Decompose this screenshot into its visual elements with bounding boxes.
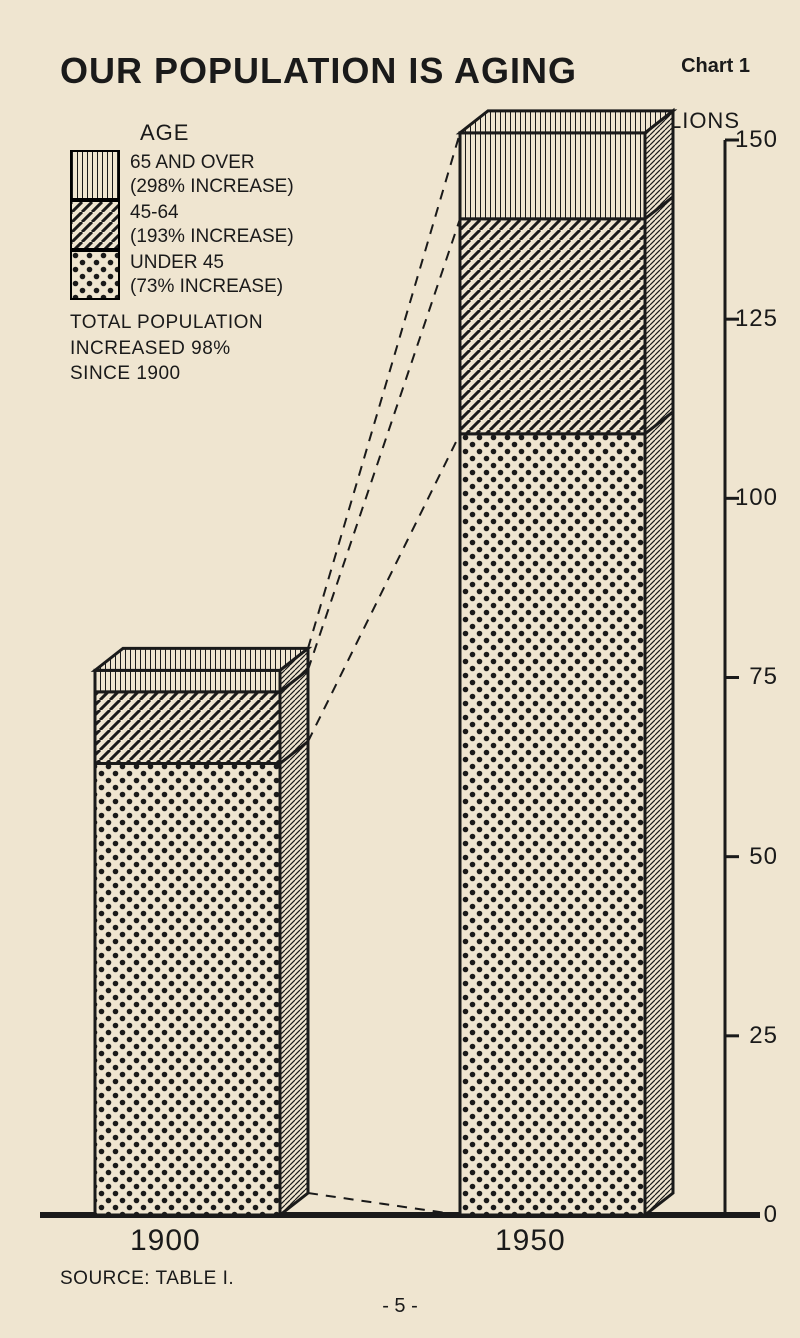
legend-label-45-64: 45-64 (193% INCREASE) [130, 201, 294, 249]
legend-label-under45: UNDER 45 (73% INCREASE) [130, 251, 283, 299]
x-axis-label-1900: 1900 [130, 1224, 201, 1258]
legend-title: AGE [140, 120, 370, 146]
x-axis-label-1950: 1950 [495, 1224, 566, 1258]
legend-swatch-under45 [70, 250, 120, 300]
total-population-note: TOTAL POPULATION INCREASED 98% SINCE 190… [70, 310, 263, 387]
legend-label-over65: 65 AND OVER (298% INCREASE) [130, 151, 294, 199]
y-tick-label: 50 [749, 843, 778, 871]
legend-item-under45: UNDER 45 (73% INCREASE) [70, 250, 370, 300]
legend-item-over65: 65 AND OVER (298% INCREASE) [70, 150, 370, 200]
legend-item-45-64: 45-64 (193% INCREASE) [70, 200, 370, 250]
chart-number-label: Chart 1 [681, 55, 750, 78]
page-number: - 5 - [382, 1295, 418, 1318]
legend-swatch-45-64 [70, 200, 120, 250]
y-tick-label: 0 [764, 1201, 778, 1229]
y-tick-label: 25 [749, 1022, 778, 1050]
page-title: OUR POPULATION IS AGING [60, 50, 577, 92]
y-axis-title: MILLIONS [629, 108, 740, 134]
page: OUR POPULATION IS AGING Chart 1 MILLIONS… [0, 0, 800, 1338]
legend-swatch-over65 [70, 150, 120, 200]
y-tick-label: 75 [749, 663, 778, 691]
legend: AGE 65 AND OVER (298% INCREASE) 45-64 (1… [70, 120, 370, 300]
source-label: SOURCE: TABLE I. [60, 1268, 234, 1290]
y-tick-label: 150 [735, 126, 778, 154]
y-tick-label: 100 [735, 484, 778, 512]
y-tick-label: 125 [735, 305, 778, 333]
